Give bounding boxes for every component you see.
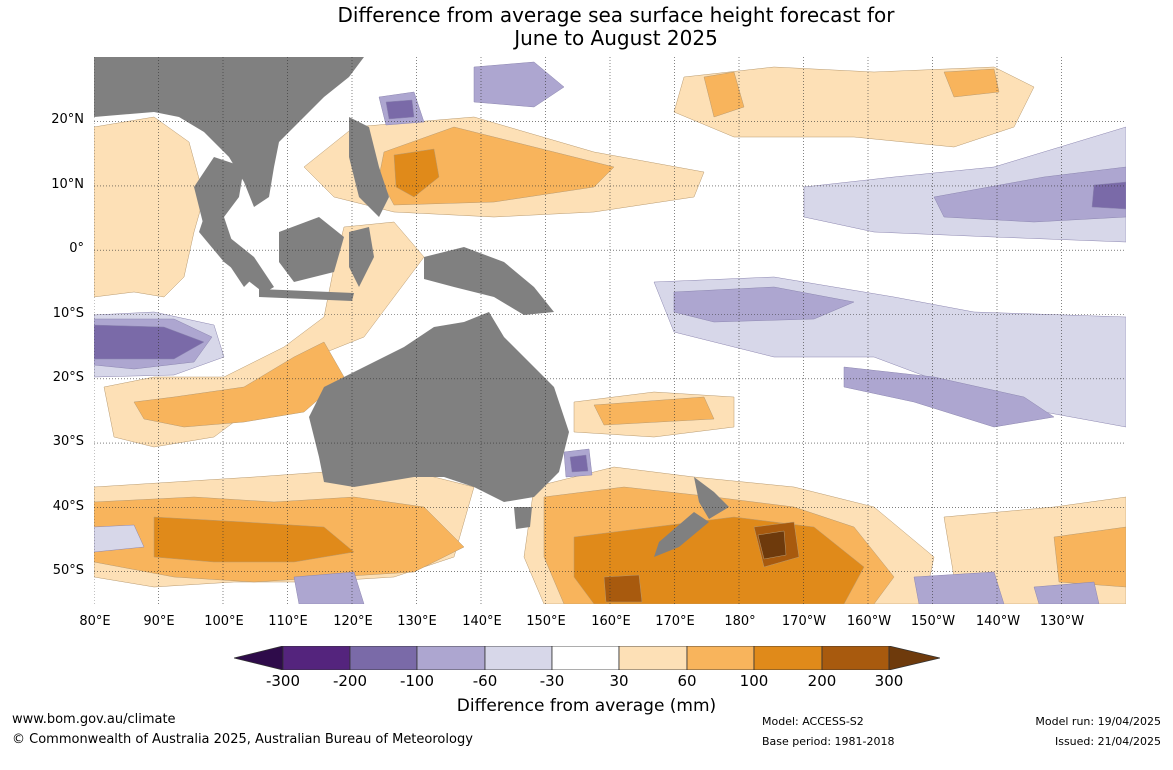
- footer-model: Model: ACCESS-S2: [762, 715, 864, 728]
- lon-label-170e: 170°E: [655, 614, 695, 629]
- landmass-new-zealand-north: [694, 477, 729, 519]
- lon-label-130w: 130°W: [1039, 614, 1085, 629]
- legend-swatch-200-300: [821, 646, 890, 670]
- anomaly-region: [569, 454, 589, 473]
- lon-label-160w: 160°W: [846, 614, 892, 629]
- lon-label-130e: 130°E: [397, 614, 437, 629]
- title-line-2: June to August 2025: [514, 26, 718, 50]
- lat-label-20n: 20°N: [51, 112, 84, 127]
- land-layer: [94, 57, 729, 557]
- landmass-asia: [94, 57, 364, 207]
- legend-swatch-100-200: [753, 646, 823, 670]
- lon-label-140e: 140°E: [462, 614, 502, 629]
- landmass-tasmania: [514, 507, 532, 529]
- legend-tick: 30: [609, 672, 629, 690]
- anomaly-region: [943, 68, 1000, 98]
- footer-issued: Issued: 21/04/2025: [1054, 735, 1161, 748]
- legend-swatch-60-30: [484, 646, 553, 670]
- lon-label-140w: 140°W: [975, 614, 1021, 629]
- legend-swatch-below-300: [234, 646, 284, 670]
- lon-label-160e: 160°E: [591, 614, 631, 629]
- landmass-sulawesi: [349, 227, 374, 287]
- lon-label-90e: 90°E: [143, 614, 175, 629]
- lat-label-30s: 30°S: [52, 434, 84, 449]
- legend-tick: -100: [399, 672, 435, 690]
- legend-swatch-100-60: [416, 646, 486, 670]
- footer-model-run: Model run: 19/04/2025: [1035, 715, 1161, 728]
- legend-tick: -60: [472, 672, 498, 690]
- legend-swatch-above-300: [888, 646, 940, 670]
- anomaly-region: [473, 61, 565, 108]
- legend-swatch-200-100: [349, 646, 418, 670]
- anomaly-region: [673, 66, 1035, 148]
- anomaly-region: [103, 221, 425, 448]
- anomaly-region: [603, 574, 643, 603]
- lon-label-120e: 120°E: [333, 614, 373, 629]
- lat-label-10s: 10°S: [52, 306, 84, 321]
- legend-tick: -300: [265, 672, 301, 690]
- lon-label-180: 180°: [724, 614, 756, 629]
- footer-website[interactable]: www.bom.gov.au/climate: [12, 712, 176, 727]
- legend-tick: 100: [739, 672, 769, 690]
- anomaly-region: [1053, 526, 1126, 588]
- legend-tick: -30: [539, 672, 565, 690]
- footer-base-period: Base period: 1981-2018: [762, 735, 895, 748]
- anomaly-region: [933, 166, 1126, 223]
- footer-copyright: © Commonwealth of Australia 2025, Austra…: [12, 732, 473, 747]
- anomaly-region: [913, 571, 1005, 604]
- anomaly-region: [393, 148, 440, 198]
- lon-label-150e: 150°E: [526, 614, 566, 629]
- anomaly-region: [1033, 581, 1100, 604]
- anomaly-region: [593, 396, 715, 426]
- anomaly-region: [94, 524, 145, 553]
- positive-anomaly-layer: [94, 66, 1126, 604]
- lon-label-100e: 100°E: [204, 614, 244, 629]
- landmass-java: [259, 289, 354, 301]
- color-scale-legend: [234, 646, 940, 670]
- lon-label-80e: 80°E: [79, 614, 111, 629]
- lat-label-20s: 20°S: [52, 370, 84, 385]
- lon-label-110e: 110°E: [268, 614, 308, 629]
- landmass-borneo: [279, 217, 344, 282]
- anomaly-region: [1091, 181, 1126, 210]
- map-title: Difference from average sea surface heig…: [0, 4, 1173, 50]
- landmass-new-zealand-south: [654, 512, 709, 557]
- anomaly-region: [385, 99, 415, 120]
- landmass-sumatra: [199, 217, 274, 293]
- lon-label-170w: 170°W: [781, 614, 827, 629]
- legend-tick: -200: [332, 672, 368, 690]
- title-line-1: Difference from average sea surface heig…: [337, 3, 895, 27]
- anomaly-region: [94, 324, 205, 360]
- anomaly-region: [673, 286, 855, 323]
- legend-swatch-30-60: [618, 646, 688, 670]
- map-canvas: [94, 57, 1126, 604]
- anomaly-region: [94, 116, 205, 298]
- anomaly-region: [757, 530, 787, 560]
- anomaly-region: [153, 516, 355, 563]
- lat-label-0: 0°: [69, 241, 84, 256]
- legend-tick: 60: [677, 672, 697, 690]
- legend-tick: 300: [874, 672, 904, 690]
- landmass-australia: [309, 312, 569, 502]
- legend-swatch-300-200: [282, 646, 351, 670]
- lat-label-40s: 40°S: [52, 499, 84, 514]
- graticule: [94, 57, 1126, 604]
- legend-swatch-60-100: [686, 646, 755, 670]
- forecast-map: [94, 57, 1126, 604]
- lon-label-150w: 150°W: [910, 614, 956, 629]
- legend-tick: 200: [807, 672, 837, 690]
- anomaly-region: [293, 571, 365, 604]
- lat-label-10n: 10°N: [51, 177, 84, 192]
- legend-title: Difference from average (mm): [456, 696, 717, 716]
- landmass-new-guinea: [424, 247, 554, 315]
- lat-label-50s: 50°S: [52, 563, 84, 578]
- anomaly-region: [843, 366, 1055, 428]
- anomaly-region: [703, 71, 745, 118]
- color-scale-bar: [234, 646, 940, 670]
- legend-swatch-30-30: [551, 646, 620, 670]
- landmass-philippines: [349, 117, 389, 217]
